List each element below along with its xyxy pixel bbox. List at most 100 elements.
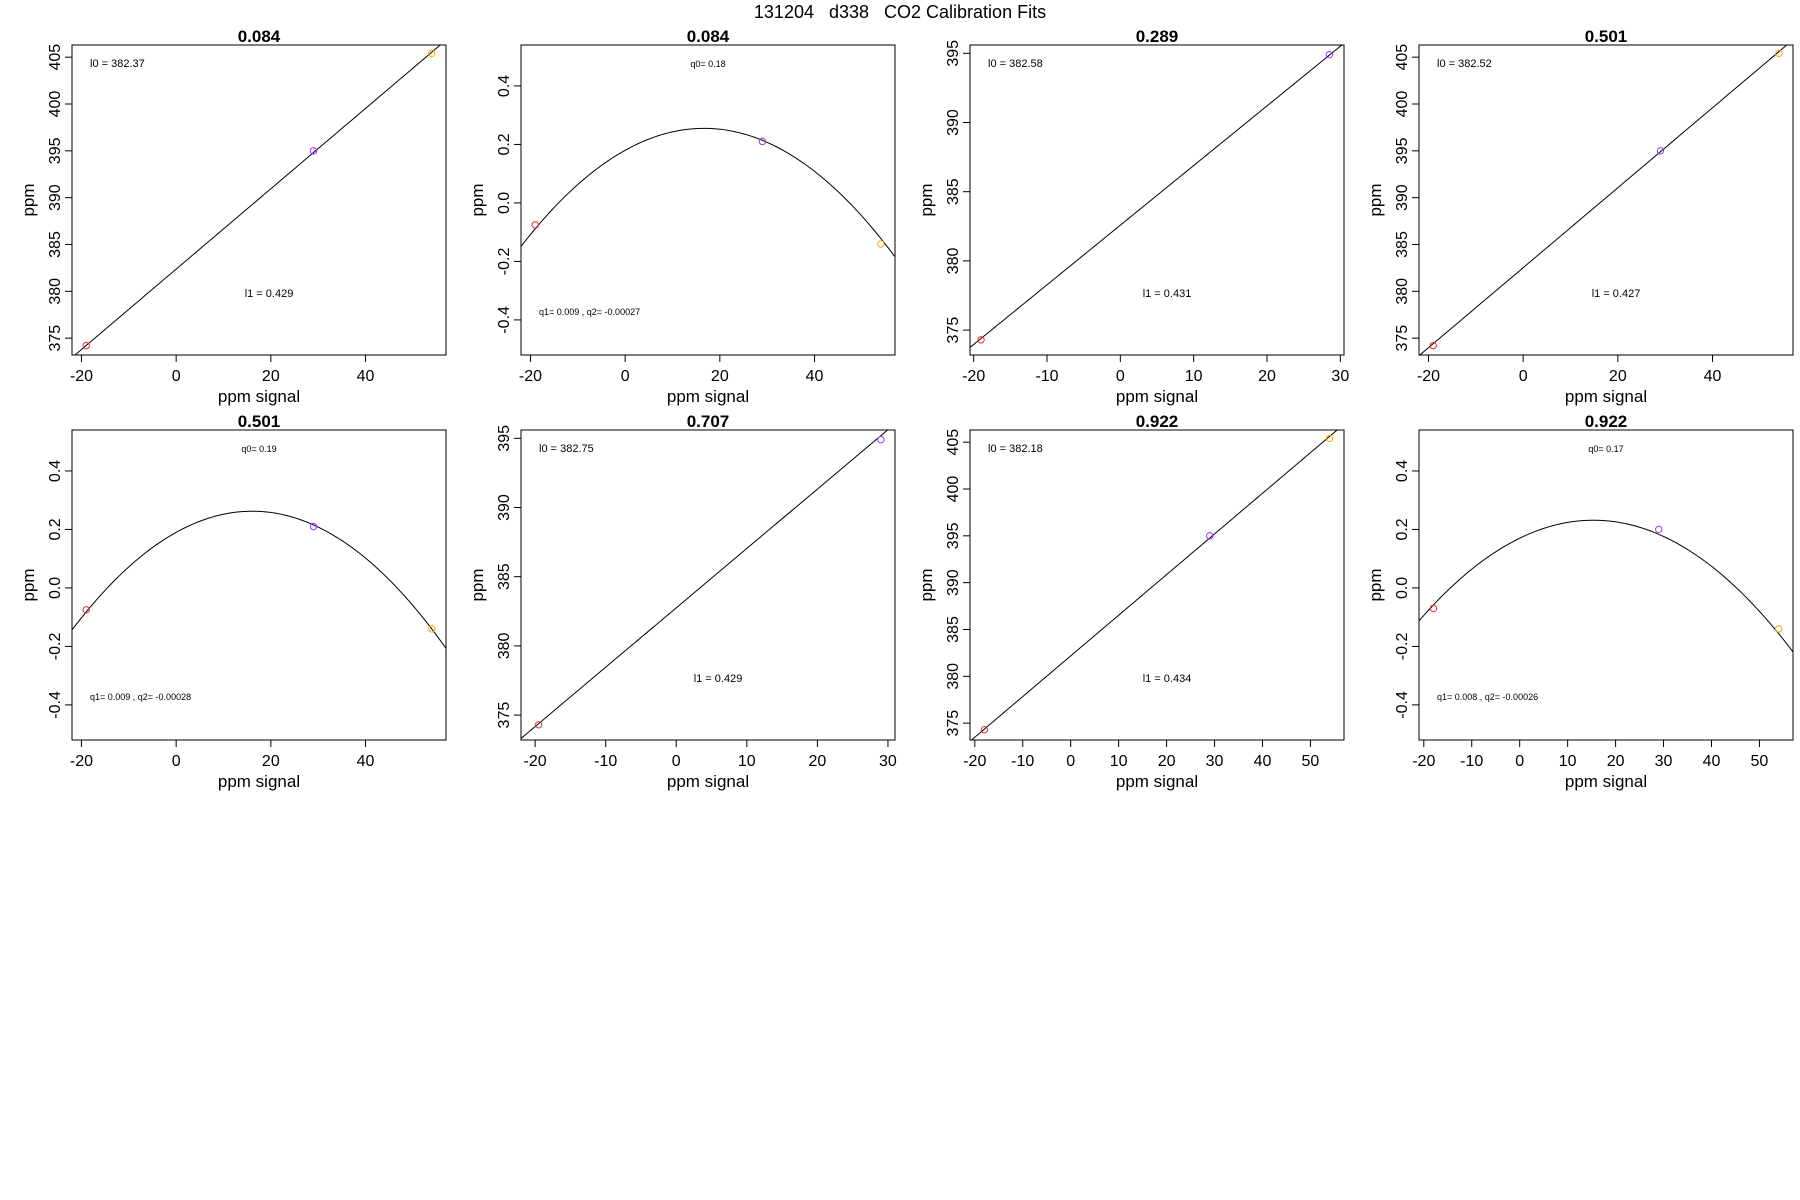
- fit-annotation: l0 = 382.52: [1437, 58, 1492, 70]
- x-tick-label: 0: [1116, 368, 1125, 385]
- panel-title: 0.084: [687, 27, 730, 46]
- x-tick-label: -20: [962, 368, 985, 385]
- data-point: [1429, 604, 1438, 613]
- x-tick-label: 20: [1609, 368, 1627, 385]
- x-tick-label: 20: [711, 368, 729, 385]
- y-tick-label: 400: [945, 476, 962, 503]
- x-tick-label: -20: [519, 368, 542, 385]
- y-tick-label: 400: [47, 91, 64, 118]
- data-point: [531, 221, 539, 229]
- x-tick-label: 40: [1703, 753, 1721, 770]
- y-tick-label: 390: [1394, 184, 1411, 211]
- plot-frame: [71, 44, 447, 356]
- fit-annotation: l1 = 0.429: [694, 673, 743, 685]
- y-axis-label: ppm: [468, 183, 487, 216]
- y-tick-label: 0.4: [47, 460, 64, 482]
- fit-curve: [521, 430, 889, 739]
- fit-annotation: q0= 0.18: [690, 59, 725, 69]
- y-tick-label: 0.2: [47, 518, 64, 540]
- y-tick-label: 390: [945, 569, 962, 596]
- panel-title: 0.922: [1136, 412, 1179, 431]
- x-tick-label: -20: [1412, 753, 1435, 770]
- y-tick-label: 405: [945, 429, 962, 456]
- x-tick-label: 50: [1302, 753, 1320, 770]
- y-axis-label: ppm: [917, 568, 936, 601]
- fit-curve: [74, 45, 442, 355]
- x-tick-label: 20: [1158, 753, 1176, 770]
- plot-frame: [969, 429, 1345, 741]
- x-tick-label: 20: [1607, 753, 1625, 770]
- y-tick-label: 0.0: [1394, 577, 1411, 599]
- data-point: [1325, 50, 1334, 59]
- data-point: [1206, 532, 1214, 540]
- y-tick-label: 0.0: [47, 577, 64, 599]
- y-tick-label: 0.2: [1394, 518, 1411, 540]
- y-tick-label: 0.0: [496, 192, 513, 214]
- fit-curve: [1419, 519, 1793, 653]
- y-tick-label: 395: [47, 137, 64, 164]
- data-point: [977, 336, 985, 344]
- plot-frame: [1418, 429, 1794, 741]
- y-tick-label: 375: [1394, 325, 1411, 352]
- plot-frame: [71, 429, 447, 741]
- data-point: [82, 341, 90, 350]
- data-point: [877, 435, 885, 444]
- x-tick-label: 40: [806, 368, 824, 385]
- x-tick-label: 0: [172, 368, 181, 385]
- panel-title: 0.707: [687, 412, 730, 431]
- x-tick-label: 0: [1519, 368, 1528, 385]
- fit-annotation: l0 = 382.37: [90, 58, 145, 70]
- plot-frame: [520, 429, 896, 741]
- x-tick-label: 30: [1206, 753, 1224, 770]
- x-axis-label: ppm signal: [218, 387, 300, 406]
- y-tick-label: 405: [47, 44, 64, 71]
- data-point: [1325, 434, 1334, 443]
- data-point: [309, 147, 318, 155]
- x-tick-label: 0: [672, 753, 681, 770]
- x-tick-label: -10: [1035, 368, 1058, 385]
- y-tick-label: 0.4: [496, 75, 513, 97]
- fit-curve: [970, 430, 1338, 740]
- x-tick-label: 0: [1515, 753, 1524, 770]
- plot-frame: [1418, 44, 1794, 356]
- x-tick-label: -10: [1011, 753, 1034, 770]
- x-tick-label: 40: [1704, 368, 1722, 385]
- y-tick-label: 375: [47, 325, 64, 352]
- fit-annotation: l1 = 0.434: [1143, 673, 1192, 685]
- x-tick-label: 30: [1331, 368, 1349, 385]
- plot-frame: [969, 44, 1345, 356]
- data-point: [980, 725, 989, 734]
- y-tick-label: -0.2: [496, 248, 513, 276]
- data-point: [1656, 147, 1665, 155]
- x-tick-label: 20: [262, 753, 280, 770]
- y-tick-label: 390: [47, 184, 64, 211]
- panel-title: 0.922: [1585, 412, 1628, 431]
- x-tick-label: 10: [1110, 753, 1128, 770]
- fit-annotation: l1 = 0.431: [1143, 288, 1192, 300]
- y-tick-label: 385: [945, 178, 962, 205]
- fit-curve: [970, 45, 1343, 348]
- y-tick-label: 385: [47, 231, 64, 258]
- fit-annotation: l0 = 382.58: [988, 58, 1043, 70]
- data-point: [309, 522, 318, 531]
- y-axis-label: ppm: [1366, 183, 1385, 216]
- fit-curve: [72, 510, 446, 649]
- fit-annotation: q0= 0.19: [241, 444, 276, 454]
- x-tick-label: 40: [357, 368, 375, 385]
- data-point: [534, 721, 543, 729]
- x-tick-label: 20: [808, 753, 826, 770]
- y-tick-label: 395: [945, 40, 962, 67]
- x-axis-label: ppm signal: [1116, 387, 1198, 406]
- x-tick-label: 40: [1254, 753, 1272, 770]
- y-tick-label: 380: [47, 278, 64, 305]
- chart-panel-7: 0.922 -20 -10 0 10 20 30 40 50 375 380 385 390 395 400…: [917, 412, 1345, 791]
- y-tick-label: -0.2: [47, 633, 64, 661]
- fit-annotation: q1= 0.008 , q2= -0.00026: [1437, 692, 1538, 702]
- y-tick-label: 0.4: [1394, 460, 1411, 482]
- x-tick-label: 40: [357, 753, 375, 770]
- chart-panel-3: 0.289 -20 -10 0 10 20 30 375 380 385 390 395 ppm sig…: [917, 27, 1349, 406]
- x-axis-label: ppm signal: [1565, 387, 1647, 406]
- y-tick-label: -0.4: [1394, 691, 1411, 719]
- x-tick-label: -20: [70, 368, 93, 385]
- y-tick-label: 375: [945, 710, 962, 737]
